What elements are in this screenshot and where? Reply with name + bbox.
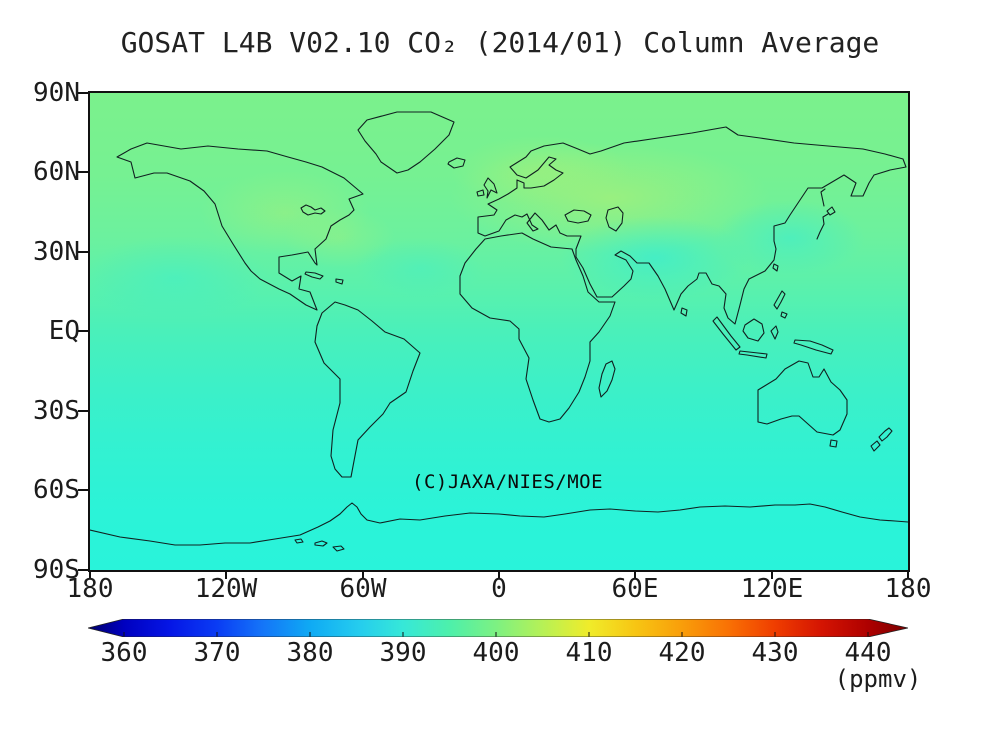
colorbar-label-370: 370 <box>193 638 241 668</box>
lon-tick-mark <box>89 570 91 579</box>
coastline-australia <box>757 360 848 436</box>
colorbar-label-430: 430 <box>751 638 799 668</box>
colorbar-label-380: 380 <box>286 638 334 668</box>
lon-tick-mark <box>771 570 773 579</box>
lat-tick-label-60s: 60S <box>33 475 80 505</box>
coastline-caspian-sea <box>605 206 624 232</box>
lon-tick-label-120e: 120E <box>740 574 804 604</box>
coastline-philippines <box>773 290 788 319</box>
colorbar-tick-marks <box>123 632 869 637</box>
lat-tick-mark <box>78 251 88 253</box>
coastline-taiwan <box>772 263 779 272</box>
lat-tick-mark <box>78 92 88 94</box>
lon-tick-mark <box>907 570 909 579</box>
colorbar-label-390: 390 <box>379 638 427 668</box>
coastline-iceland <box>447 157 466 169</box>
lon-tick-mark <box>634 570 636 579</box>
coastline-eurasia <box>477 126 907 325</box>
colorbar-label-400: 400 <box>472 638 520 668</box>
coastline-japan <box>816 188 836 240</box>
lat-tick-label-90n: 90N <box>33 78 80 108</box>
co2-anomaly-patches <box>90 136 865 320</box>
colorbar-label-360: 360 <box>100 638 148 668</box>
lon-tick-mark <box>362 570 364 579</box>
lat-tick-label-90s: 90S <box>33 555 80 585</box>
coastline-new-zealand <box>870 427 893 452</box>
colorbar-label-420: 420 <box>658 638 706 668</box>
lon-tick-label-60e: 60E <box>611 574 659 604</box>
lat-tick-label-eq: EQ <box>48 316 80 346</box>
lon-tick-label-120w: 120W <box>194 574 258 604</box>
coastline-british-isles <box>476 177 498 199</box>
colorbar-label-440: 440 <box>844 638 892 668</box>
lat-tick-mark <box>78 171 88 173</box>
lat-tick-mark <box>78 330 88 332</box>
copyright-annotation: (C)JAXA/NIES/MOE <box>412 471 604 493</box>
lon-tick-label-60w: 60W <box>339 574 387 604</box>
lat-tick-label-30n: 30N <box>33 237 80 267</box>
coastline-greenland <box>357 111 455 174</box>
coastline-caribbean <box>304 271 344 285</box>
lon-tick-label-180e: 180 <box>884 574 932 604</box>
lat-tick-mark <box>78 489 88 491</box>
lon-tick-label-180w: 180 <box>66 574 114 604</box>
coastline-sri-lanka <box>680 307 688 317</box>
lon-tick-label-0: 0 <box>491 574 507 604</box>
lon-tick-mark <box>498 570 500 579</box>
coastline-indonesia <box>712 316 834 359</box>
coastline-north-america <box>116 142 364 311</box>
coastline-madagascar <box>598 360 616 398</box>
colorbar <box>88 619 908 637</box>
world-map <box>90 93 908 570</box>
coastline-africa <box>459 232 616 423</box>
colorbar-label-410: 410 <box>565 638 613 668</box>
coastline-black-sea <box>564 209 592 224</box>
coastline-antarctica <box>90 502 908 546</box>
coastline-tasmania <box>829 439 838 448</box>
map-frame: (C)JAXA/NIES/MOE <box>88 91 910 572</box>
lat-tick-label-30s: 30S <box>33 396 80 426</box>
lat-tick-mark <box>78 569 88 571</box>
coastline-great-lakes <box>300 204 326 216</box>
lon-tick-mark <box>225 570 227 579</box>
figure-title: GOSAT L4B V02.10 CO₂ (2014/01) Column Av… <box>120 26 880 59</box>
colorbar-gradient-arrow-bar <box>88 619 908 637</box>
coastline-south-america <box>314 301 421 478</box>
colorbar-unit-label: (ppmv) <box>834 665 922 693</box>
coastline-antarctic-islands <box>294 538 345 552</box>
lat-tick-mark <box>78 410 88 412</box>
lat-tick-label-60n: 60N <box>33 157 80 187</box>
